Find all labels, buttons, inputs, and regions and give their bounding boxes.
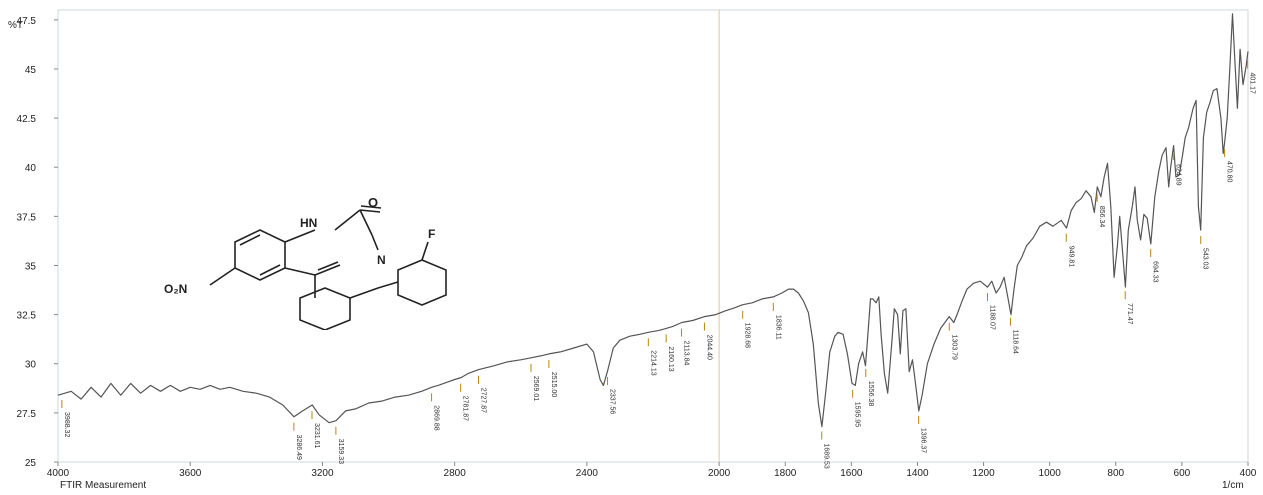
peak-label: 3988.32 bbox=[63, 412, 70, 437]
molecule-f-label: F bbox=[428, 227, 435, 241]
y-tick-label: 47.5 bbox=[17, 16, 37, 27]
peak-label: 470.80 bbox=[1226, 161, 1233, 183]
x-tick-label: 3200 bbox=[311, 468, 334, 479]
x-tick-label: 4000 bbox=[47, 468, 70, 479]
peak-label: 2869.88 bbox=[433, 405, 440, 430]
y-tick-label: 40 bbox=[25, 163, 37, 174]
x-tick-label: 600 bbox=[1174, 468, 1191, 479]
x-axis-unit: 1/cm bbox=[1222, 480, 1244, 491]
peak-label: 1836.11 bbox=[774, 315, 781, 340]
peak-label: 3286.49 bbox=[295, 435, 302, 460]
peak-label: 1595.95 bbox=[854, 402, 861, 427]
x-tick-label: 2000 bbox=[708, 468, 731, 479]
peak-label: 1689.53 bbox=[823, 443, 830, 468]
peak-label: 2044.40 bbox=[705, 335, 712, 360]
y-tick-label: 27.5 bbox=[17, 409, 37, 420]
spectrum-line bbox=[57, 13, 1249, 428]
peak-label: 2113.84 bbox=[682, 341, 689, 366]
molecule-structure-image: HN O N F O₂N bbox=[164, 195, 447, 330]
peak-label: 543.03 bbox=[1202, 248, 1209, 270]
x-tick-label: 1200 bbox=[972, 468, 995, 479]
peak-label: 624.89 bbox=[1175, 164, 1182, 186]
molecule-o2n-label: O₂N bbox=[164, 282, 187, 296]
peak-label: 2160.13 bbox=[667, 346, 674, 371]
molecule-o-label: O bbox=[368, 195, 378, 210]
y-tick-label: 42.5 bbox=[17, 114, 37, 125]
peak-label: 2727.87 bbox=[480, 388, 487, 413]
peak-label: 949.81 bbox=[1067, 246, 1074, 268]
peak-label: 2214.13 bbox=[649, 350, 656, 375]
x-tick-label: 400 bbox=[1240, 468, 1257, 479]
peak-label: 694.33 bbox=[1152, 261, 1159, 283]
peak-label: 1928.68 bbox=[744, 323, 751, 348]
y-axis-label: %T bbox=[8, 20, 23, 31]
peak-label: 771.47 bbox=[1126, 303, 1133, 325]
peak-label: 2515.00 bbox=[550, 372, 557, 397]
peak-label: 401.17 bbox=[1249, 72, 1256, 94]
molecule-n-label: N bbox=[377, 253, 386, 267]
x-tick-label: 2800 bbox=[444, 468, 467, 479]
y-tick-label: 25 bbox=[25, 458, 37, 469]
peak-label: 1396.37 bbox=[920, 428, 927, 453]
peak-label: 1118.64 bbox=[1011, 330, 1018, 354]
x-tick-label: 1000 bbox=[1039, 468, 1062, 479]
peak-label: 1556.38 bbox=[867, 381, 874, 406]
x-tick-label: 1600 bbox=[840, 468, 863, 479]
peak-label: 2569.01 bbox=[532, 376, 539, 401]
peak-label: 1188.07 bbox=[988, 305, 995, 330]
x-axis-label: FTIR Measurement bbox=[60, 480, 147, 491]
peak-label: 1303.79 bbox=[950, 335, 957, 360]
x-tick-label: 1800 bbox=[774, 468, 797, 479]
peak-label: 2781.87 bbox=[462, 396, 469, 421]
x-tick-label: 2400 bbox=[576, 468, 599, 479]
plot-frame bbox=[57, 9, 1249, 463]
x-tick-label: 3600 bbox=[179, 468, 202, 479]
y-tick-label: 32.5 bbox=[17, 311, 37, 322]
x-tick-label: 800 bbox=[1107, 468, 1124, 479]
peak-label: 2337.56 bbox=[609, 389, 616, 414]
peak-label: 3231.61 bbox=[313, 423, 320, 448]
peak-label: 856.34 bbox=[1098, 206, 1105, 228]
peak-label: 3159.33 bbox=[337, 439, 344, 464]
molecule-hn-label: HN bbox=[300, 216, 317, 230]
y-tick-label: 37.5 bbox=[17, 212, 37, 223]
x-tick-label: 1400 bbox=[906, 468, 929, 479]
y-tick-label: 30 bbox=[25, 360, 37, 371]
y-tick-label: 45 bbox=[25, 65, 37, 76]
y-tick-label: 35 bbox=[25, 261, 37, 272]
